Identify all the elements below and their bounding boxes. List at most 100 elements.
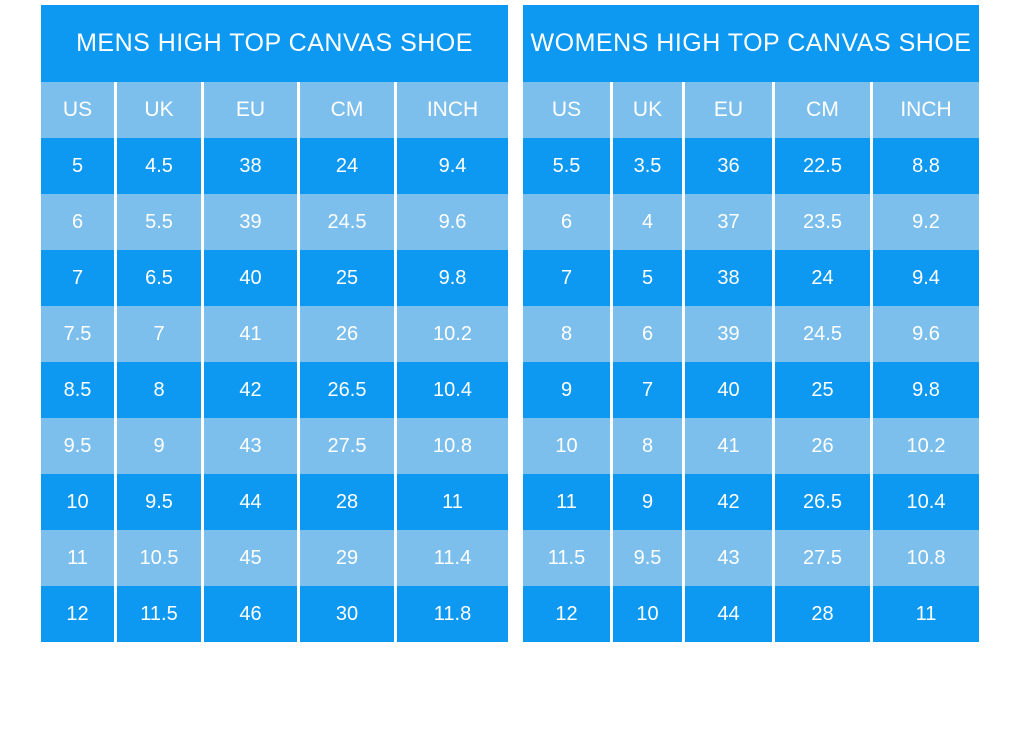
table-cell: 8.8	[873, 138, 979, 194]
table-cell: 11.4	[397, 530, 508, 586]
table-cell: 8	[613, 418, 685, 474]
table-cell: 38	[204, 138, 300, 194]
table-cell: 9	[523, 362, 613, 418]
table-cell: 9.4	[397, 138, 508, 194]
table-cell: 40	[685, 362, 775, 418]
table-cell: 5	[41, 138, 117, 194]
table-cell: 10.4	[873, 474, 979, 530]
table-cell: 29	[300, 530, 397, 586]
table-cell: 24.5	[300, 194, 397, 250]
table-cell: 6.5	[117, 250, 204, 306]
table-cell: 12	[523, 586, 613, 642]
table-cell: 10	[523, 418, 613, 474]
table-cell: 40	[204, 250, 300, 306]
table-cell: 22.5	[775, 138, 873, 194]
table-cell: 11	[41, 530, 117, 586]
table-cell: 9.5	[117, 474, 204, 530]
column-header-cm: CM	[775, 82, 873, 138]
table-cell: 43	[204, 418, 300, 474]
womens-size-table: WOMENS HIGH TOP CANVAS SHOE US UK EU CM …	[523, 5, 979, 642]
table-cell: 7	[117, 306, 204, 362]
column-header-us: US	[41, 82, 117, 138]
table-cell: 44	[204, 474, 300, 530]
table-cell: 41	[204, 306, 300, 362]
table-cell: 24	[775, 250, 873, 306]
table-cell: 6	[523, 194, 613, 250]
table-cell: 27.5	[300, 418, 397, 474]
table-cell: 7	[613, 362, 685, 418]
table-cell: 9.2	[873, 194, 979, 250]
table-cell: 11	[873, 586, 979, 642]
tables-wrap: MENS HIGH TOP CANVAS SHOE US UK EU CM IN…	[41, 5, 979, 642]
column-header-inch: INCH	[397, 82, 508, 138]
table-cell: 7	[523, 250, 613, 306]
column-header-eu: EU	[685, 82, 775, 138]
table-cell: 44	[685, 586, 775, 642]
table-cell: 11.5	[117, 586, 204, 642]
column-header-uk: UK	[117, 82, 204, 138]
table-cell: 37	[685, 194, 775, 250]
column-header-us: US	[523, 82, 613, 138]
table-cell: 4.5	[117, 138, 204, 194]
womens-table-grid: US UK EU CM INCH 5.5 3.5 36 22.5 8.8 6 4 37 23.5…	[523, 82, 979, 642]
table-cell: 38	[685, 250, 775, 306]
table-cell: 6	[41, 194, 117, 250]
table-cell: 25	[775, 362, 873, 418]
table-cell: 9.4	[873, 250, 979, 306]
table-cell: 39	[204, 194, 300, 250]
table-cell: 25	[300, 250, 397, 306]
column-header-uk: UK	[613, 82, 685, 138]
table-cell: 27.5	[775, 530, 873, 586]
mens-table-title: MENS HIGH TOP CANVAS SHOE	[41, 5, 508, 82]
table-cell: 11	[523, 474, 613, 530]
table-cell: 9	[117, 418, 204, 474]
table-cell: 26.5	[775, 474, 873, 530]
table-cell: 24	[300, 138, 397, 194]
column-header-inch: INCH	[873, 82, 979, 138]
table-cell: 46	[204, 586, 300, 642]
table-cell: 45	[204, 530, 300, 586]
table-cell: 10	[41, 474, 117, 530]
table-cell: 41	[685, 418, 775, 474]
table-cell: 12	[41, 586, 117, 642]
table-cell: 42	[685, 474, 775, 530]
column-header-eu: EU	[204, 82, 300, 138]
table-cell: 11.8	[397, 586, 508, 642]
table-cell: 26	[775, 418, 873, 474]
table-cell: 30	[300, 586, 397, 642]
table-cell: 7.5	[41, 306, 117, 362]
table-cell: 8	[117, 362, 204, 418]
table-cell: 9.5	[41, 418, 117, 474]
table-cell: 7	[41, 250, 117, 306]
womens-table-title: WOMENS HIGH TOP CANVAS SHOE	[523, 5, 979, 82]
table-cell: 9	[613, 474, 685, 530]
table-cell: 5.5	[117, 194, 204, 250]
table-cell: 26	[300, 306, 397, 362]
mens-table-grid: US UK EU CM INCH 5 4.5 38 24 9.4 6 5.5 39 24.5 9.…	[41, 82, 508, 642]
table-cell: 9.6	[873, 306, 979, 362]
table-cell: 10.8	[873, 530, 979, 586]
table-cell: 42	[204, 362, 300, 418]
table-cell: 26.5	[300, 362, 397, 418]
table-cell: 10.2	[397, 306, 508, 362]
table-cell: 10.8	[397, 418, 508, 474]
table-cell: 8	[523, 306, 613, 362]
table-cell: 10	[613, 586, 685, 642]
table-cell: 10.2	[873, 418, 979, 474]
column-header-cm: CM	[300, 82, 397, 138]
table-cell: 6	[613, 306, 685, 362]
table-cell: 10.4	[397, 362, 508, 418]
table-cell: 24.5	[775, 306, 873, 362]
table-cell: 28	[775, 586, 873, 642]
table-cell: 11.5	[523, 530, 613, 586]
table-cell: 28	[300, 474, 397, 530]
table-cell: 11	[397, 474, 508, 530]
table-cell: 39	[685, 306, 775, 362]
table-cell: 43	[685, 530, 775, 586]
table-cell: 4	[613, 194, 685, 250]
table-cell: 9.6	[397, 194, 508, 250]
mens-size-table: MENS HIGH TOP CANVAS SHOE US UK EU CM IN…	[41, 5, 508, 642]
table-cell: 10.5	[117, 530, 204, 586]
table-cell: 9.5	[613, 530, 685, 586]
